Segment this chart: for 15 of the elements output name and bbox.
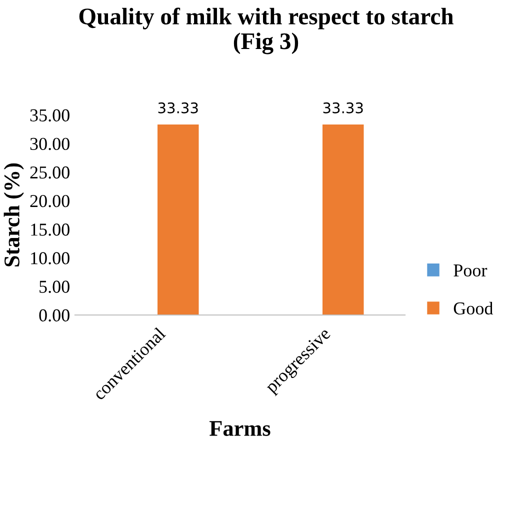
y-tick-label: 25.00 <box>30 166 70 179</box>
y-tick-label: 30.00 <box>30 138 70 150</box>
x-axis-title: Farms <box>210 421 270 436</box>
y-tick-label: 0.00 <box>39 309 70 322</box>
y-tick-label: 5.00 <box>40 280 70 293</box>
y-tick-label: 10.00 <box>31 252 70 264</box>
legend-label: Poor <box>454 264 488 276</box>
data-label: 33.33 <box>323 102 363 114</box>
legend-label: Good <box>454 302 494 315</box>
y-tick-label: 35.00 <box>30 109 70 122</box>
y-tick-label: 15.00 <box>31 224 70 236</box>
chart-title: Quality of milk with respect to starch (Fig 3) <box>79 8 454 54</box>
y-tick-label: 20.00 <box>30 194 70 208</box>
data-label: 33.33 <box>158 102 198 114</box>
y-axis-title: Starch (%) <box>4 163 24 266</box>
